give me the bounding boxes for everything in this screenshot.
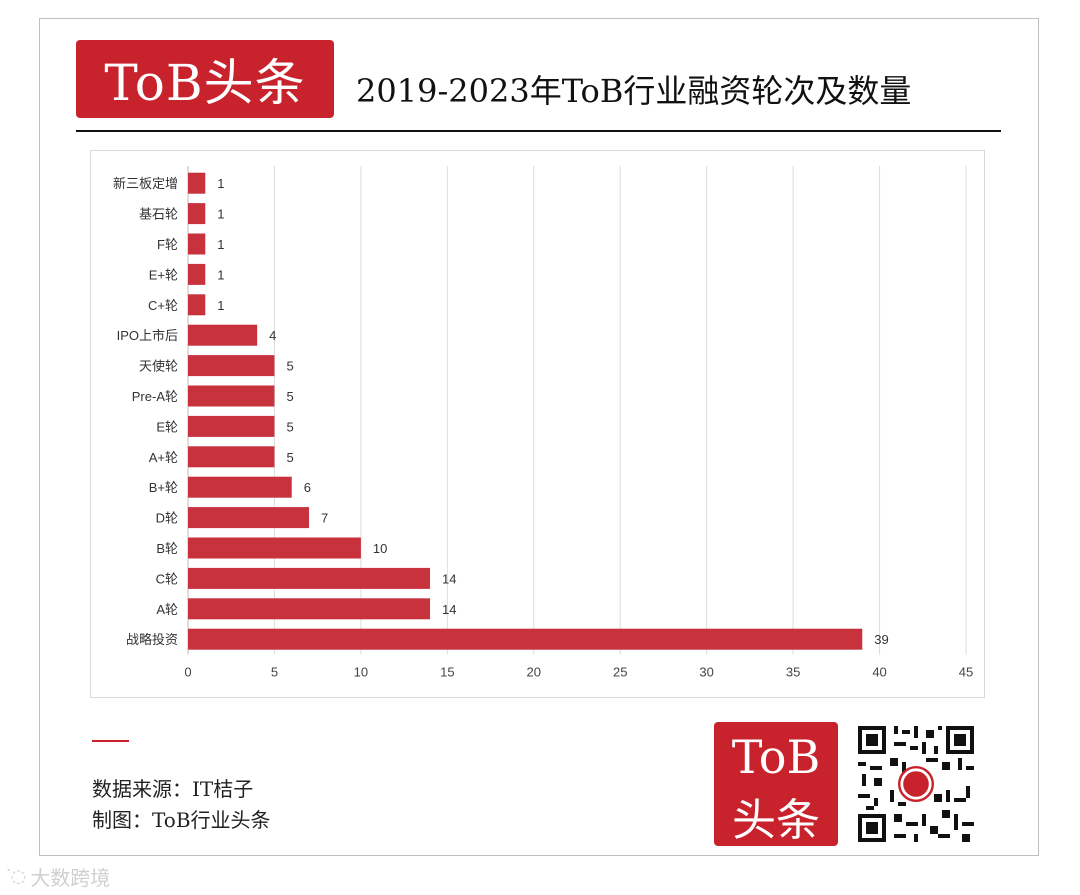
bar [188, 324, 258, 346]
chart-maker: 制图：ToB行业头条 [92, 808, 271, 832]
x-tick-label: 0 [184, 664, 191, 679]
bar [188, 537, 361, 559]
value-label: 1 [217, 237, 224, 252]
x-tick-label: 25 [613, 664, 627, 679]
bar [188, 507, 310, 529]
x-tick-label: 35 [786, 664, 800, 679]
value-label: 5 [286, 419, 293, 434]
x-tick-label: 10 [354, 664, 368, 679]
x-tick-label: 20 [527, 664, 541, 679]
x-tick-label: 30 [699, 664, 713, 679]
value-label: 39 [874, 632, 888, 647]
tob-logo-square: ToB 头条 [714, 722, 838, 846]
category-label: 战略投资 [126, 632, 178, 647]
bar [188, 355, 275, 377]
accent-dash [92, 740, 129, 742]
value-label: 1 [217, 176, 224, 191]
chart-title: 2019-2023年ToB行业融资轮次及数量 [356, 72, 912, 110]
category-label: F轮 [157, 237, 178, 252]
value-label: 4 [269, 328, 276, 343]
watermark-text: 大数跨境 [30, 866, 111, 890]
value-label: 1 [217, 207, 224, 222]
bar [188, 172, 206, 194]
value-label: 10 [373, 541, 387, 556]
data-source: 数据来源：IT桔子 [92, 777, 254, 801]
x-tick-label: 45 [959, 664, 973, 679]
bar [188, 446, 275, 468]
value-label: 5 [286, 389, 293, 404]
category-label: C轮 [156, 571, 178, 586]
category-label: IPO上市后 [117, 328, 178, 343]
qr-code-icon [858, 726, 974, 842]
category-label: B轮 [156, 541, 178, 556]
category-label: A轮 [156, 602, 178, 617]
chart-frame [90, 150, 985, 698]
logo-square-line1: ToB [731, 730, 821, 784]
value-label: 5 [286, 450, 293, 465]
value-label: 7 [321, 511, 328, 526]
bar [188, 233, 206, 255]
x-tick-label: 15 [440, 664, 454, 679]
x-tick-label: 5 [271, 664, 278, 679]
bar [188, 385, 275, 407]
bar [188, 628, 863, 650]
category-label: C+轮 [148, 298, 178, 313]
logo-text: ToB头条 [104, 54, 306, 112]
category-label: 天使轮 [139, 359, 178, 374]
speech-bubble-icon: ᐝ◌ [6, 866, 27, 887]
x-tick-label: 40 [872, 664, 886, 679]
value-label: 6 [304, 480, 311, 495]
bar [188, 263, 206, 285]
value-label: 14 [442, 571, 456, 586]
bar [188, 415, 275, 437]
bar [188, 598, 431, 620]
title-divider [76, 130, 1001, 132]
tob-logo: ToB头条 [76, 40, 334, 118]
logo-square-line2: 头条 [732, 795, 820, 846]
watermark: ᐝ◌ 大数跨境 [6, 862, 110, 891]
category-label: Pre-A轮 [132, 389, 178, 404]
bar [188, 476, 292, 498]
category-label: 新三板定增 [113, 176, 178, 191]
value-label: 14 [442, 602, 456, 617]
value-label: 1 [217, 298, 224, 313]
card-frame [39, 18, 1039, 856]
value-label: 5 [286, 359, 293, 374]
bar [188, 203, 206, 225]
category-label: E轮 [156, 419, 178, 434]
category-label: B+轮 [149, 480, 178, 495]
category-label: E+轮 [149, 267, 178, 282]
bar [188, 294, 206, 316]
category-label: 基石轮 [139, 207, 178, 222]
value-label: 1 [217, 267, 224, 282]
category-label: D轮 [156, 511, 178, 526]
category-label: A+轮 [149, 450, 178, 465]
bar [188, 567, 431, 589]
